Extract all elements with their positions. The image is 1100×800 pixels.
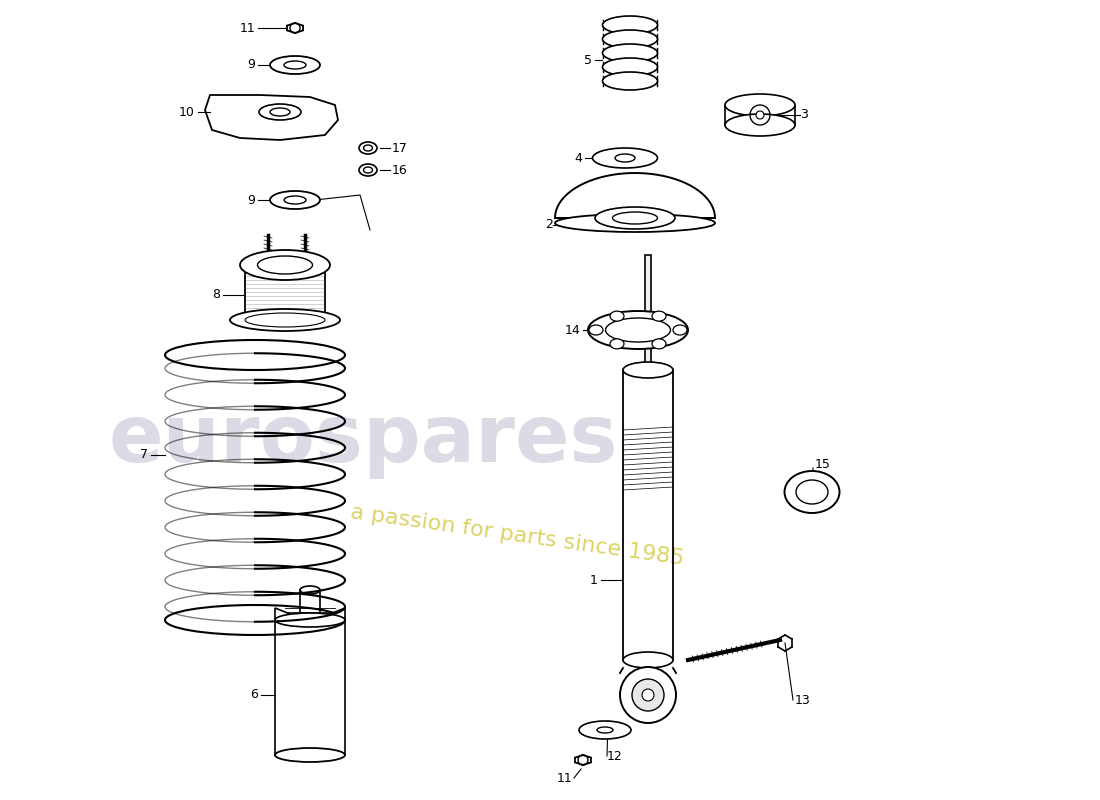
Ellipse shape [725, 94, 795, 116]
Text: 17: 17 [392, 142, 408, 154]
Ellipse shape [603, 72, 658, 90]
Ellipse shape [593, 148, 658, 168]
Text: a passion for parts since 1985: a passion for parts since 1985 [349, 502, 685, 570]
Ellipse shape [652, 311, 666, 321]
Text: 1: 1 [590, 574, 598, 586]
Ellipse shape [588, 311, 688, 349]
Polygon shape [556, 173, 715, 218]
Text: 5: 5 [584, 54, 592, 66]
Ellipse shape [623, 652, 673, 668]
Text: 11: 11 [557, 771, 572, 785]
Ellipse shape [230, 309, 340, 331]
Ellipse shape [595, 207, 675, 229]
Ellipse shape [300, 586, 320, 594]
Polygon shape [275, 608, 345, 620]
Ellipse shape [275, 613, 345, 627]
Text: 11: 11 [240, 22, 255, 34]
Text: 8: 8 [212, 289, 220, 302]
Ellipse shape [270, 56, 320, 74]
Ellipse shape [284, 61, 306, 69]
Ellipse shape [588, 325, 603, 335]
Ellipse shape [363, 167, 373, 173]
Ellipse shape [796, 480, 828, 504]
Bar [645, 255, 651, 370]
Text: 13: 13 [795, 694, 811, 706]
Circle shape [632, 679, 664, 711]
Ellipse shape [603, 16, 658, 34]
Text: 10: 10 [179, 106, 195, 118]
Ellipse shape [275, 748, 345, 762]
Text: 14: 14 [564, 323, 580, 337]
Text: 6: 6 [250, 689, 258, 702]
Ellipse shape [258, 104, 301, 120]
Ellipse shape [652, 339, 666, 349]
Ellipse shape [597, 727, 613, 733]
Ellipse shape [284, 196, 306, 204]
Text: 3: 3 [800, 109, 807, 122]
Ellipse shape [240, 250, 330, 280]
Text: 16: 16 [392, 163, 408, 177]
Text: 9: 9 [248, 194, 255, 206]
Circle shape [642, 689, 654, 701]
Text: eurospares: eurospares [108, 401, 618, 479]
Circle shape [756, 111, 764, 119]
Ellipse shape [603, 30, 658, 48]
Ellipse shape [610, 311, 624, 321]
Ellipse shape [270, 108, 290, 116]
Text: 15: 15 [815, 458, 830, 471]
Ellipse shape [556, 214, 715, 232]
Ellipse shape [603, 44, 658, 62]
Text: 4: 4 [574, 151, 582, 165]
Ellipse shape [579, 721, 631, 739]
Ellipse shape [359, 142, 377, 154]
Ellipse shape [673, 325, 688, 335]
Ellipse shape [363, 145, 373, 151]
Text: 12: 12 [607, 750, 623, 762]
Ellipse shape [784, 471, 839, 513]
Text: 7: 7 [140, 449, 148, 462]
Ellipse shape [615, 154, 635, 162]
Ellipse shape [270, 191, 320, 209]
Text: 9: 9 [248, 58, 255, 71]
Ellipse shape [610, 339, 624, 349]
Ellipse shape [359, 164, 377, 176]
Text: 2: 2 [546, 218, 553, 231]
Circle shape [620, 667, 676, 723]
Ellipse shape [603, 58, 658, 76]
Ellipse shape [623, 362, 673, 378]
Ellipse shape [725, 114, 795, 136]
